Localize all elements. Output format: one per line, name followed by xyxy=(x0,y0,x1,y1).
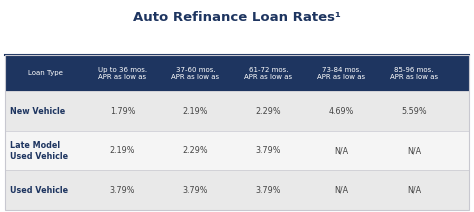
Text: 2.29%: 2.29% xyxy=(182,146,208,155)
Text: Auto Refinance Loan Rates¹: Auto Refinance Loan Rates¹ xyxy=(133,11,341,24)
Text: 85-96 mos.
APR as low as: 85-96 mos. APR as low as xyxy=(390,67,438,80)
Text: 61-72 mos.
APR as low as: 61-72 mos. APR as low as xyxy=(244,67,292,80)
Text: New Vehicle: New Vehicle xyxy=(10,107,66,116)
Text: 2.19%: 2.19% xyxy=(110,146,135,155)
FancyBboxPatch shape xyxy=(5,55,469,92)
Text: 3.79%: 3.79% xyxy=(182,186,208,195)
Text: N/A: N/A xyxy=(334,146,348,155)
Text: N/A: N/A xyxy=(407,186,421,195)
Text: 73-84 mos.
APR as low as: 73-84 mos. APR as low as xyxy=(317,67,365,80)
Text: 2.29%: 2.29% xyxy=(255,107,281,116)
Text: 2.19%: 2.19% xyxy=(182,107,208,116)
FancyBboxPatch shape xyxy=(5,92,469,131)
Text: 5.59%: 5.59% xyxy=(401,107,427,116)
Text: 1.79%: 1.79% xyxy=(110,107,135,116)
Text: 4.69%: 4.69% xyxy=(328,107,354,116)
Text: Loan Type: Loan Type xyxy=(28,70,63,76)
Text: Late Model
Used Vehicle: Late Model Used Vehicle xyxy=(10,141,69,161)
Text: N/A: N/A xyxy=(407,146,421,155)
FancyBboxPatch shape xyxy=(5,131,469,170)
Text: 3.79%: 3.79% xyxy=(255,186,281,195)
Text: 3.79%: 3.79% xyxy=(255,146,281,155)
Text: 3.79%: 3.79% xyxy=(110,186,135,195)
FancyBboxPatch shape xyxy=(5,170,469,210)
Text: Up to 36 mos.
APR as low as: Up to 36 mos. APR as low as xyxy=(98,67,147,80)
Text: Used Vehicle: Used Vehicle xyxy=(10,186,69,195)
Text: 37-60 mos.
APR as low as: 37-60 mos. APR as low as xyxy=(172,67,219,80)
Text: N/A: N/A xyxy=(334,186,348,195)
